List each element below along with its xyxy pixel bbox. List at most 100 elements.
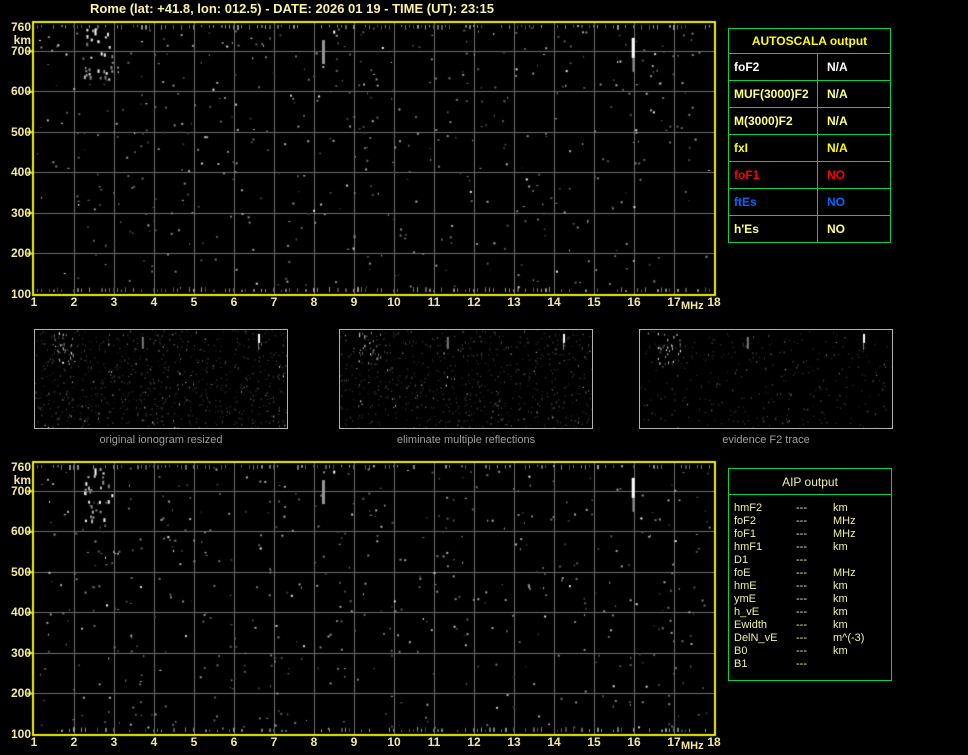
main-ionogram-canvas	[26, 20, 720, 301]
panel-eliminate-reflections	[339, 329, 593, 429]
main-ionogram-x-unit: MHz	[681, 300, 704, 312]
autoscala-row-value: NO	[827, 168, 845, 182]
main-ionogram-xtick-7: 7	[270, 295, 278, 309]
restored-ionogram-ytick-300: 300	[10, 646, 31, 660]
autoscala-table-title: AUTOSCALA output	[729, 29, 890, 54]
aip-row-unit: km	[833, 619, 848, 631]
restored-ionogram-xtick-17: 17	[667, 735, 681, 749]
main-ionogram-xtick-16: 16	[627, 295, 641, 309]
autoscala-row-value: N/A	[827, 114, 848, 128]
panel-original-canvas	[35, 330, 287, 428]
aip-row-label: B0	[734, 645, 748, 657]
aip-row-value: ---	[796, 658, 807, 670]
main-ionogram-xtick-6: 6	[230, 295, 238, 309]
panel-original-caption: original ionogram resized	[99, 434, 223, 446]
main-ionogram-xtick-14: 14	[547, 295, 561, 309]
autoscala-row-label: M(3000)F2	[729, 108, 818, 134]
autoscala-row-ftEs: ftEs NO	[729, 189, 890, 216]
aip-row-label: B1	[734, 658, 748, 670]
autoscala-row-value: N/A	[827, 60, 848, 74]
panel-original-ionogram	[34, 329, 288, 429]
restored-ionogram-ytick-600: 600	[10, 524, 31, 538]
aip-row-label: hmE	[734, 580, 757, 592]
aip-row-B1: B1 ---	[734, 658, 891, 671]
aip-row-hmF2: hmF2 --- km	[734, 502, 891, 515]
restored-ionogram-xtick-7: 7	[270, 735, 278, 749]
restored-ionogram-xtick-13: 13	[507, 735, 521, 749]
main-ionogram-xtick-4: 4	[150, 295, 158, 309]
autoscala-row-label: fxI	[729, 135, 818, 161]
main-ionogram-xtick-5: 5	[190, 295, 198, 309]
station-date-title: Rome (lat: +41.8, lon: 012.5) - DATE: 20…	[90, 1, 494, 16]
restored-ionogram-xtick-2: 2	[70, 735, 78, 749]
panel-evidence-f2	[639, 329, 893, 429]
restored-ionogram-xtick-10: 10	[387, 735, 401, 749]
autoscala-row-M(3000)F2: M(3000)F2 N/A	[729, 108, 890, 135]
restored-ionogram-x-unit: MHz	[681, 740, 704, 752]
restored-ionogram-xtick-5: 5	[190, 735, 198, 749]
main-ionogram-ytick-300: 300	[10, 206, 31, 220]
aip-row-value: ---	[796, 502, 807, 514]
autoscala-row-label: h'Es	[729, 216, 818, 242]
restored-ionogram-xtick-3: 3	[110, 735, 118, 749]
restored-ionogram-canvas	[26, 460, 720, 741]
aip-row-unit: km	[833, 580, 848, 592]
aip-row-hmF1: hmF1 --- km	[734, 541, 891, 554]
restored-ionogram-y-unit: km	[13, 473, 31, 487]
autoscala-row-h'Es: h'Es NO	[729, 216, 890, 242]
panel-evidence-canvas	[640, 330, 892, 428]
aip-row-B0: B0 --- km	[734, 645, 891, 658]
autoscala-row-fxI: fxI N/A	[729, 135, 890, 162]
autoscala-row-label: ftEs	[729, 189, 818, 215]
panel-evidence-caption: evidence F2 trace	[722, 434, 810, 446]
main-ionogram-xtick-9: 9	[350, 295, 358, 309]
aip-row-value: ---	[796, 580, 807, 592]
main-ionogram-ytick-100: 100	[10, 287, 31, 301]
aip-row-label: ymE	[734, 593, 756, 605]
aip-row-unit: km	[833, 541, 848, 553]
aip-row-unit: km	[833, 502, 848, 514]
autoscala-row-value: N/A	[827, 141, 848, 155]
aip-row-value: ---	[796, 528, 807, 540]
aip-row-value: ---	[796, 619, 807, 631]
restored-ionogram-xtick-16: 16	[627, 735, 641, 749]
aip-row-label: D1	[734, 554, 749, 566]
aip-row-foE: foE --- MHz	[734, 567, 891, 580]
autoscala-row-foF2: foF2 N/A	[729, 54, 890, 81]
aip-row-label: foE	[734, 567, 751, 579]
aip-table-title: AIP output	[729, 469, 891, 495]
aip-row-value: ---	[796, 554, 807, 566]
panel-eliminate-caption: eliminate multiple reflections	[396, 434, 536, 446]
main-ionogram-ytick-400: 400	[10, 165, 31, 179]
aip-row-unit: km	[833, 593, 848, 605]
aip-row-label: DelN_vE	[734, 632, 778, 644]
main-ionogram-xtick-13: 13	[507, 295, 521, 309]
aip-row-label: hmF1	[734, 541, 763, 553]
aip-row-label: foF1	[734, 528, 757, 540]
main-ionogram-ytick-760: 760	[10, 20, 31, 34]
restored-ionogram-xtick-4: 4	[150, 735, 158, 749]
aip-row-unit: MHz	[833, 528, 856, 540]
aip-output-table: AIP output hmF2 --- km foF2 --- MHz foF1 --- MHz…	[728, 468, 892, 681]
autoscala-row-foF1: foF1 NO	[729, 162, 890, 189]
restored-ionogram-xtick-12: 12	[467, 735, 481, 749]
aip-table-body: hmF2 --- km foF2 --- MHz foF1 --- MHz hmF1 --- km D1…	[729, 495, 891, 671]
autoscala-row-MUF(3000)F2: MUF(3000)F2 N/A	[729, 81, 890, 108]
restored-ionogram-xtick-9: 9	[350, 735, 358, 749]
main-ionogram-ytick-600: 600	[10, 84, 31, 98]
panel-eliminate-canvas	[340, 330, 592, 428]
autoscala-row-label: foF1	[729, 162, 818, 188]
main-ionogram-ytick-500: 500	[10, 125, 31, 139]
restored-ionogram-xtick-15: 15	[587, 735, 601, 749]
restored-ionogram-xtick-6: 6	[230, 735, 238, 749]
aip-row-value: ---	[796, 541, 807, 553]
aip-row-DelN_vE: DelN_vE --- m^(-3)	[734, 632, 891, 645]
aip-row-unit: m^(-3)	[833, 632, 865, 644]
aip-row-D1: D1 ---	[734, 554, 891, 567]
aip-row-foF1: foF1 --- MHz	[734, 528, 891, 541]
autoscala-row-value: N/A	[827, 87, 848, 101]
main-ionogram-xtick-3: 3	[110, 295, 118, 309]
restored-ionogram-xtick-18: 18	[707, 735, 721, 749]
restored-ionogram-ytick-100: 100	[10, 727, 31, 741]
autoscala-row-value: NO	[827, 195, 845, 209]
